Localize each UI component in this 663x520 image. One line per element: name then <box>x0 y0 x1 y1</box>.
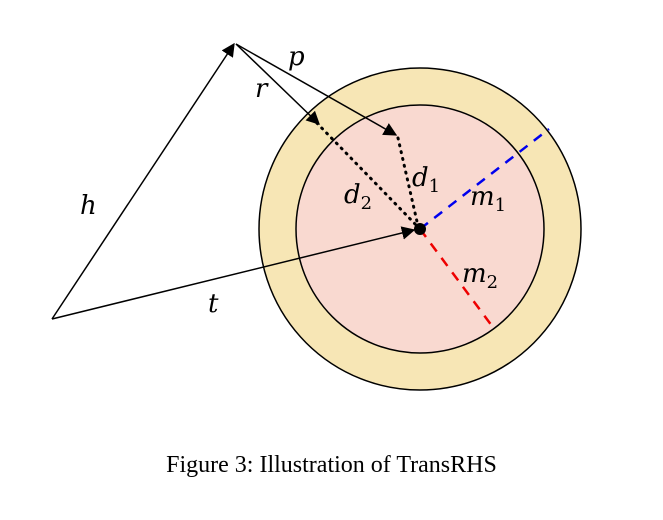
h-vector <box>51 42 235 320</box>
transrhs-diagram: h t r p d1 d2 m1 m2 <box>51 42 582 391</box>
label-h: h <box>80 191 97 221</box>
label-d2: d2 <box>344 180 372 214</box>
label-p: p <box>288 42 305 72</box>
m1-radius-line <box>419 128 550 230</box>
center-point <box>414 223 426 235</box>
r-vector <box>235 43 320 125</box>
label-r: r <box>255 74 269 104</box>
m2-radius-line <box>418 228 494 327</box>
d2-dotted-line <box>310 116 419 228</box>
label-m2: m2 <box>462 259 498 293</box>
label-m1: m1 <box>470 182 506 216</box>
d1-dotted-line <box>396 136 420 228</box>
label-d1: d1 <box>412 163 440 197</box>
figure-caption: Figure 3: Illustration of TransRHS <box>166 452 497 478</box>
p-vector <box>235 43 398 136</box>
label-t: t <box>208 289 219 319</box>
t-vector <box>51 226 416 320</box>
